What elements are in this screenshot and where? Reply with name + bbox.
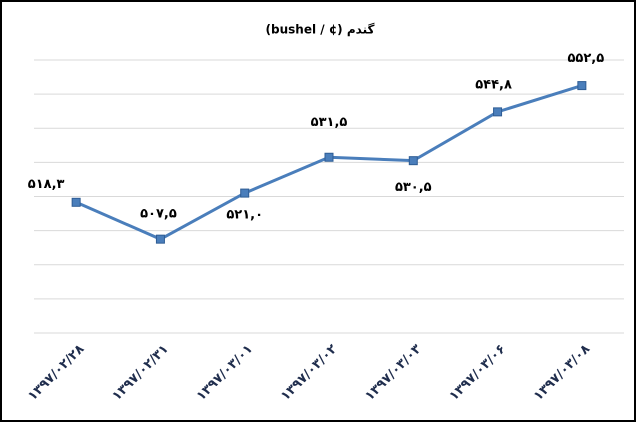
data-label: ۵۵۲,۵ bbox=[568, 51, 605, 66]
data-point bbox=[577, 81, 587, 91]
data-label: ۵۴۴,۸ bbox=[475, 77, 512, 92]
chart-title: گندم (¢ / bushel) bbox=[266, 23, 375, 38]
data-point bbox=[155, 234, 165, 244]
data-label: ۵۰۷,۵ bbox=[140, 207, 177, 222]
data-point bbox=[408, 156, 418, 166]
data-label: ۵۳۱,۵ bbox=[311, 115, 348, 130]
data-point bbox=[493, 107, 503, 117]
data-point bbox=[324, 152, 334, 162]
data-point bbox=[240, 188, 250, 198]
data-point bbox=[71, 197, 81, 207]
data-label: ۵۳۰,۵ bbox=[395, 180, 432, 195]
data-label: ۵۱۸,۳ bbox=[28, 177, 65, 192]
data-label: ۵۲۱,۰ bbox=[226, 208, 263, 223]
